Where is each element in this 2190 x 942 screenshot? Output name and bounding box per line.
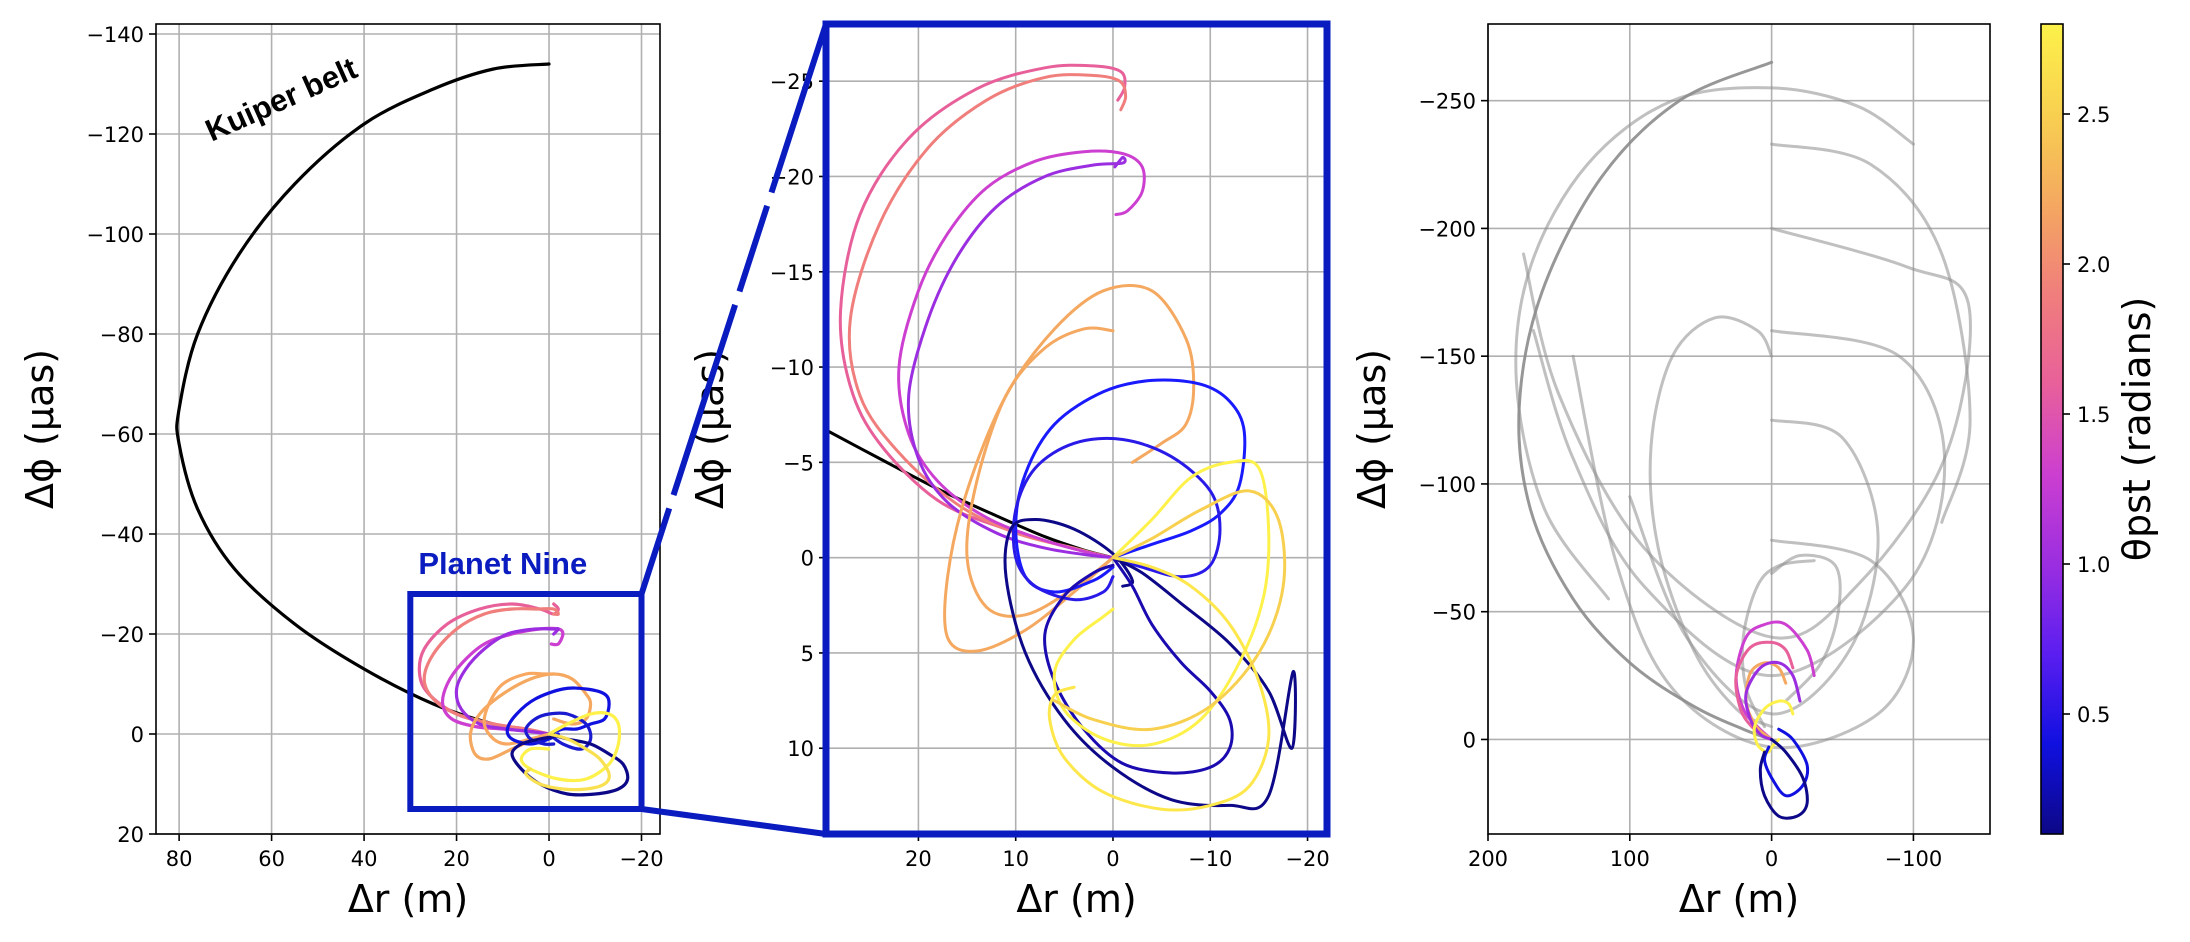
planet-nine-trajectory-line (1744, 660, 1802, 741)
planet-nine-label: Planet Nine (418, 546, 587, 581)
y-tick-label: −100 (86, 223, 144, 247)
x-tick-label: 0 (1765, 847, 1778, 871)
y-tick-label: 10 (787, 737, 814, 761)
colorbar-tick-label: 2.5 (2077, 103, 2110, 127)
axes-frame (155, 23, 661, 835)
y-axis-label: Δϕ (μas) (18, 349, 62, 509)
planet-nine-trajectory-line (519, 711, 622, 783)
grey-trajectory-line (1648, 315, 1774, 729)
planet-nine-trajectory-line (1762, 727, 1810, 798)
y-tick-label: 5 (801, 642, 814, 666)
y-tick-label: 20 (117, 823, 144, 847)
y-tick-label: 0 (131, 723, 144, 747)
grey-trajectory-line (1628, 418, 1880, 716)
plot-area (1514, 60, 1972, 820)
plot-area (175, 62, 630, 797)
planet-nine-trajectory-line (1047, 556, 1271, 812)
colorbar-label: θpst (radians) (2115, 297, 2159, 562)
y-tick-label: −15 (770, 261, 814, 285)
y-tick-label: −60 (100, 423, 144, 447)
planet-nine-trajectory-line (524, 732, 611, 792)
planet-nine-trajectory-line (417, 602, 560, 736)
planet-nine-trajectory-line (422, 607, 560, 736)
grey-trajectory-line (1770, 553, 1842, 703)
planet-nine-trajectory-line (1043, 556, 1234, 775)
planet-nine-trajectory-line (897, 149, 1146, 560)
y-axis-label: Δϕ (μas) (1350, 349, 1394, 509)
y-tick-label: −250 (1418, 90, 1476, 114)
grey-trajectory-line (1770, 142, 1972, 524)
colorbar-tick-label: 1.0 (2077, 553, 2110, 577)
grey-trajectory-line (1571, 354, 1915, 750)
x-tick-label: 10 (1002, 847, 1029, 871)
x-tick-label: 20 (905, 847, 932, 871)
x-axis-label: Δr (m) (1679, 877, 1799, 921)
x-tick-label: −10 (1188, 847, 1232, 871)
planet-nine-trajectory-line (1053, 489, 1287, 732)
y-tick-label: −120 (86, 123, 144, 147)
planet-nine-trajectory-line (943, 283, 1196, 653)
axes-frame (1487, 23, 1991, 835)
planet-nine-trajectory-line (847, 73, 1128, 560)
y-tick-label: 0 (1463, 728, 1476, 752)
y-tick-label: −140 (86, 23, 144, 47)
planet-nine-trajectory-line (505, 686, 611, 746)
y-tick-label: 0 (801, 547, 814, 571)
y-tick-label: −10 (770, 356, 814, 380)
colorbar-tick-label: 0.5 (2077, 703, 2110, 727)
planet-nine-trajectory-line (838, 63, 1127, 560)
y-tick-label: −80 (100, 323, 144, 347)
colorbar-tick-label: 1.5 (2077, 403, 2110, 427)
x-tick-label: −20 (1285, 847, 1329, 871)
y-tick-label: −200 (1418, 217, 1476, 241)
inset-connector-bottom (641, 806, 827, 837)
grey-trajectory-line (1514, 86, 1915, 601)
planet-nine-trajectory-line (510, 732, 630, 797)
x-tick-label: 100 (1610, 847, 1650, 871)
colorbar-tick-label: 2.0 (2077, 253, 2110, 277)
x-tick-label: 60 (258, 847, 285, 871)
x-tick-label: −20 (619, 847, 663, 871)
x-tick-label: 20 (443, 847, 470, 871)
grey-trajectory-line (1517, 60, 1774, 741)
x-tick-label: 200 (1468, 847, 1508, 871)
planet-nine-trajectory-line (440, 626, 565, 736)
y-tick-label: −40 (100, 523, 144, 547)
y-tick-label: −150 (1418, 345, 1476, 369)
x-axis-label: Δr (m) (1016, 877, 1136, 921)
planet-nine-trajectory-line (906, 155, 1127, 560)
planet-nine-inset-box (407, 591, 645, 812)
x-tick-label: 0 (542, 847, 555, 871)
y-tick-label: −50 (1432, 601, 1476, 625)
y-tick-label: −100 (1418, 473, 1476, 497)
kuiper-belt-trajectory-line (175, 62, 551, 736)
panel-right-grey-tracks: 200 100 0 −100 −250 −200 −150 −100 −50 0 Δr (m) Δϕ … (1350, 23, 1991, 921)
grey-trajectory-line (1531, 329, 1947, 678)
x-tick-label: −100 (1885, 847, 1943, 871)
y-tick-label: −5 (783, 451, 814, 475)
inset-connector-top (638, 23, 829, 595)
kuiper-belt-trajectory-line (826, 428, 1115, 560)
colorbar-gradient (2040, 23, 2064, 835)
grey-trajectory-line (1522, 226, 1972, 640)
x-tick-label: 80 (166, 847, 193, 871)
colorbar: 0.5 1.0 1.5 2.0 2.5 θpst (radians) (2040, 23, 2159, 835)
middle-panel-blue-frame (822, 20, 1331, 838)
planet-nine-trajectory-line (1011, 436, 1222, 602)
x-tick-label: 40 (351, 847, 378, 871)
planet-nine-trajectory-line (1758, 738, 1809, 820)
x-tick-label: 0 (1106, 847, 1119, 871)
planet-nine-trajectory-line (1052, 458, 1271, 748)
inset-connector-lines (638, 23, 829, 837)
planet-nine-trajectory-line (468, 672, 593, 761)
planet-nine-trajectory-line (965, 326, 1115, 618)
plot-area (826, 63, 1297, 812)
panel-left-kuiper-vs-planet-nine: 80 60 40 20 0 −20 −140 −120 −100 −80 −60 −40 −20 0 20 Δ… (18, 23, 664, 921)
x-axis-label: Δr (m) (348, 877, 468, 921)
planet-nine-trajectory-line (1752, 699, 1795, 754)
y-tick-label: −20 (100, 623, 144, 647)
